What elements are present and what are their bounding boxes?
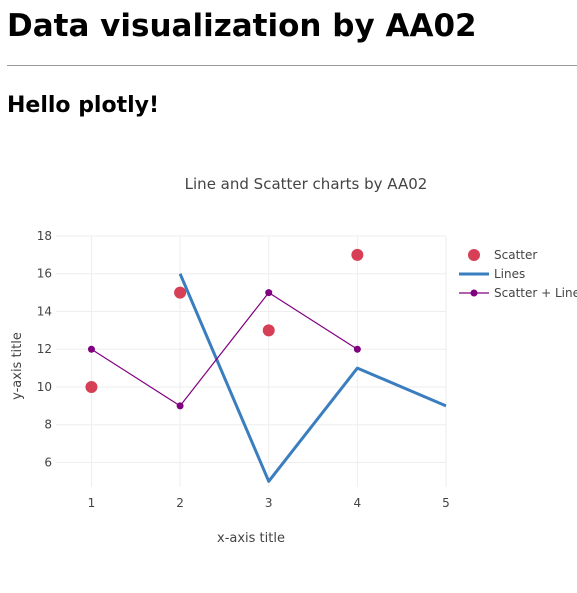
- x-axis-ticks: 1 2 3 4 5: [88, 496, 450, 510]
- data-point: [87, 345, 95, 353]
- y-tick-label: 10: [37, 380, 52, 394]
- data-point: [174, 286, 187, 299]
- legend-label: Scatter: [494, 248, 537, 262]
- x-tick-label: 4: [354, 496, 362, 510]
- x-tick-label: 1: [88, 496, 96, 510]
- legend-item[interactable]: Lines: [459, 267, 525, 281]
- y-tick-label: 18: [37, 229, 52, 243]
- legend-item[interactable]: Scatter: [468, 248, 537, 262]
- y-tick-label: 14: [37, 304, 52, 318]
- data-point: [85, 380, 98, 393]
- grid: [56, 235, 447, 487]
- y-tick-label: 8: [44, 418, 52, 432]
- plot-series: [85, 248, 447, 483]
- y-tick-label: 6: [44, 455, 52, 469]
- y-axis-ticks: 6 8 10 12 14 16 18: [37, 229, 52, 469]
- legend-item[interactable]: Scatter + Lines: [459, 286, 577, 300]
- series-line: [91, 292, 358, 407]
- series-lines: [178, 273, 447, 483]
- series-markers: [85, 248, 364, 393]
- data-point: [353, 345, 361, 353]
- chart-legend: Scatter Lines Scatter + Lines: [459, 248, 577, 300]
- data-point: [262, 324, 275, 337]
- legend-swatch-marker: [470, 289, 478, 297]
- x-axis-title: x-axis title: [217, 531, 285, 546]
- x-tick-label: 5: [442, 496, 450, 510]
- x-tick-label: 3: [265, 496, 273, 510]
- page-subheading: Hello plotly!: [7, 93, 160, 118]
- legend-swatch: [468, 249, 480, 261]
- y-tick-label: 16: [37, 267, 52, 281]
- data-point: [176, 402, 184, 410]
- series-lines-markers: [87, 289, 361, 410]
- data-point: [265, 289, 273, 297]
- series-line: [178, 273, 447, 483]
- x-tick-label: 2: [176, 496, 184, 510]
- data-point: [351, 248, 364, 261]
- legend-label: Scatter + Lines: [494, 286, 577, 300]
- heading-divider: [7, 65, 577, 66]
- page-heading: Data visualization by AA02: [7, 8, 477, 44]
- y-axis-title: y-axis title: [10, 332, 25, 400]
- legend-label: Lines: [494, 267, 525, 281]
- y-tick-label: 12: [37, 342, 52, 356]
- chart-title: Line and Scatter charts by AA02: [185, 175, 428, 193]
